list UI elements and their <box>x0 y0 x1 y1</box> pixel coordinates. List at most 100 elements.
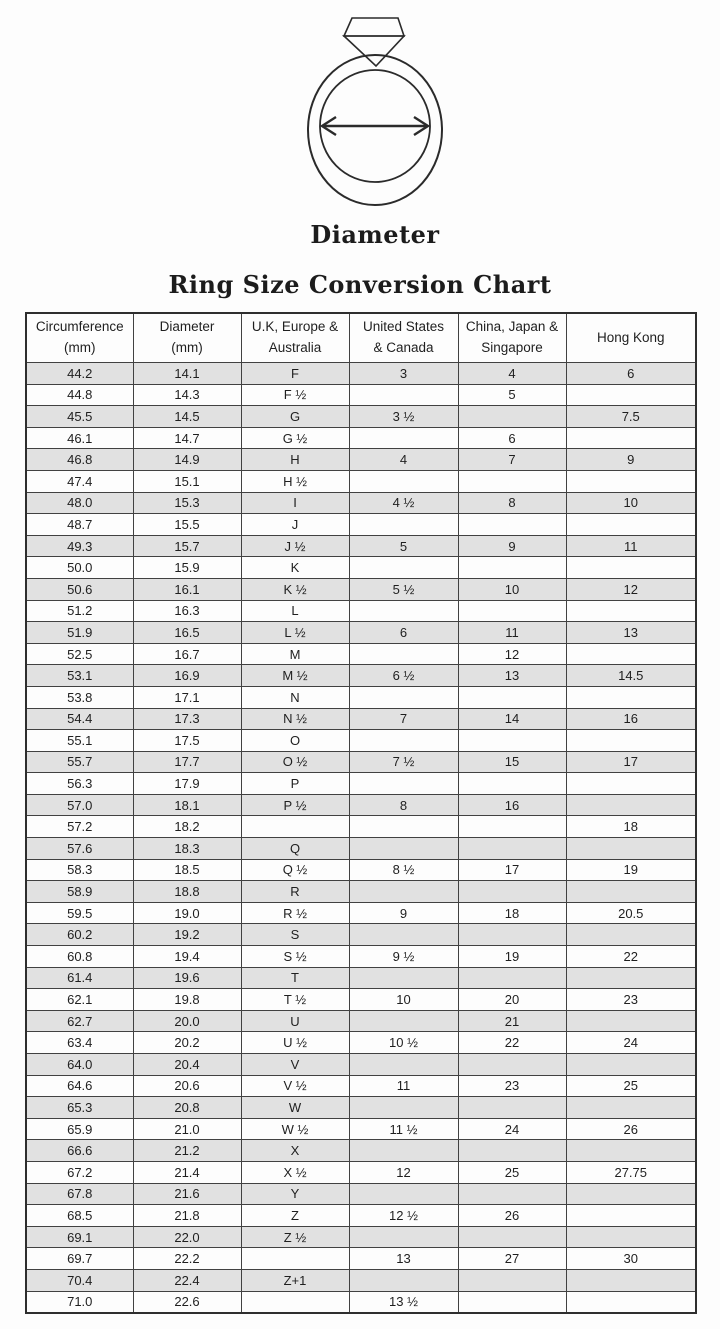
table-cell: 8 <box>457 491 567 515</box>
table-body: 44.2 14.1 F 3 4 6 44.8 14.3 F ½ 5 45.5 14.5 G 3 ½ 7.5 4… <box>25 362 697 1314</box>
table-row: 64.0 20.4 V <box>25 1053 697 1076</box>
table-cell: 7 <box>457 448 567 471</box>
table-cell <box>457 685 567 709</box>
table-cell <box>565 880 697 903</box>
table-row: 59.5 19.0 R ½ 9 18 20.5 <box>25 901 697 925</box>
table-cell: 12 <box>565 577 697 601</box>
table-cell: L <box>240 599 350 623</box>
table-cell: 19.8 <box>132 988 242 1011</box>
table-cell <box>457 837 567 860</box>
table-cell: 57.2 <box>25 815 134 839</box>
table-cell <box>565 966 697 990</box>
table-cell: 11 <box>348 1074 459 1098</box>
table-cell: 24 <box>565 1031 697 1054</box>
column-header: United States & Canada <box>348 312 459 363</box>
table-cell <box>565 426 697 450</box>
table-cell <box>457 880 567 903</box>
table-cell: W ½ <box>240 1117 350 1141</box>
table-cell: 19.2 <box>132 923 242 947</box>
table-cell: 65.9 <box>25 1117 134 1141</box>
table-cell: 17.7 <box>132 750 242 774</box>
table-cell: 16.9 <box>132 664 242 687</box>
table-cell: 20.0 <box>132 1009 242 1033</box>
table-cell: 62.7 <box>25 1009 134 1033</box>
table-cell: 15.9 <box>132 556 242 579</box>
table-cell: 19.0 <box>132 901 242 925</box>
table-row: 65.3 20.8 W <box>25 1096 697 1119</box>
table-cell: 58.9 <box>25 880 134 903</box>
table-cell: 15.3 <box>132 491 242 515</box>
column-header: China, Japan & Singapore <box>457 312 567 363</box>
table-cell <box>348 469 459 493</box>
table-cell: 13 ½ <box>348 1290 459 1314</box>
table-cell <box>565 772 697 795</box>
table-cell: 18 <box>457 901 567 925</box>
table-cell: 17.3 <box>132 707 242 731</box>
table-cell: 9 <box>565 448 697 471</box>
table-cell: 57.6 <box>25 837 134 860</box>
table-cell: Z <box>240 1204 350 1227</box>
table-row: 57.2 18.2 18 <box>25 815 697 839</box>
table-cell: H ½ <box>240 469 350 493</box>
table-cell: 10 <box>565 491 697 515</box>
table-cell <box>348 815 459 839</box>
table-cell <box>348 837 459 860</box>
table-cell: 10 <box>457 577 567 601</box>
table-cell: 46.8 <box>25 448 134 471</box>
table-cell <box>565 793 697 817</box>
table-cell: 13 <box>348 1247 459 1270</box>
table-row: 57.6 18.3 Q <box>25 837 697 860</box>
table-cell: 14.3 <box>132 383 242 407</box>
table-cell: 14.5 <box>565 664 697 687</box>
diameter-label: Diameter <box>310 220 440 249</box>
table-cell <box>457 1096 567 1119</box>
table-row: 46.8 14.9 H 4 7 9 <box>25 448 697 471</box>
table-cell: 23 <box>565 988 697 1011</box>
table-cell <box>565 642 697 666</box>
table-cell: 17.1 <box>132 685 242 709</box>
table-cell: 19 <box>457 945 567 968</box>
table-cell: 9 <box>348 901 459 925</box>
table-cell: 64.0 <box>25 1053 134 1076</box>
table-row: 63.4 20.2 U ½ 10 ½ 22 24 <box>25 1031 697 1054</box>
table-cell: 18.2 <box>132 815 242 839</box>
table-cell: 16.3 <box>132 599 242 623</box>
table-row: 69.1 22.0 Z ½ <box>25 1225 697 1249</box>
table-cell: 15.1 <box>132 469 242 493</box>
table-cell: Z+1 <box>240 1268 350 1292</box>
table-cell: K ½ <box>240 577 350 601</box>
table-cell: 68.5 <box>25 1204 134 1227</box>
table-cell <box>348 642 459 666</box>
table-cell: 21.2 <box>132 1139 242 1162</box>
table-cell <box>240 1247 350 1270</box>
table-cell: 64.6 <box>25 1074 134 1098</box>
table-row: 53.8 17.1 N <box>25 685 697 709</box>
table-cell: 60.2 <box>25 923 134 947</box>
table-cell <box>457 815 567 839</box>
table-cell: U <box>240 1009 350 1033</box>
table-cell: S <box>240 923 350 947</box>
table-cell: 15 <box>457 750 567 774</box>
table-cell: 51.9 <box>25 621 134 644</box>
table-cell: U ½ <box>240 1031 350 1054</box>
table-cell: 20.6 <box>132 1074 242 1098</box>
table-cell: 18.1 <box>132 793 242 817</box>
table-cell <box>457 1290 567 1314</box>
diameter-arrow-icon <box>319 115 431 137</box>
table-cell <box>348 880 459 903</box>
table-cell: 56.3 <box>25 772 134 795</box>
table-header-row: Circumference (mm) Diameter (mm) U.K, Europe… <box>25 312 697 363</box>
table-cell <box>348 426 459 450</box>
table-cell: 20 <box>457 988 567 1011</box>
table-cell: 19.4 <box>132 945 242 968</box>
table-cell: 10 ½ <box>348 1031 459 1054</box>
table-cell: 59.5 <box>25 901 134 925</box>
table-cell: 69.7 <box>25 1247 134 1270</box>
table-cell: F ½ <box>240 383 350 407</box>
table-cell: 7 <box>348 707 459 731</box>
table-cell <box>240 1290 350 1314</box>
table-cell: 19.6 <box>132 966 242 990</box>
table-cell: 66.6 <box>25 1139 134 1162</box>
